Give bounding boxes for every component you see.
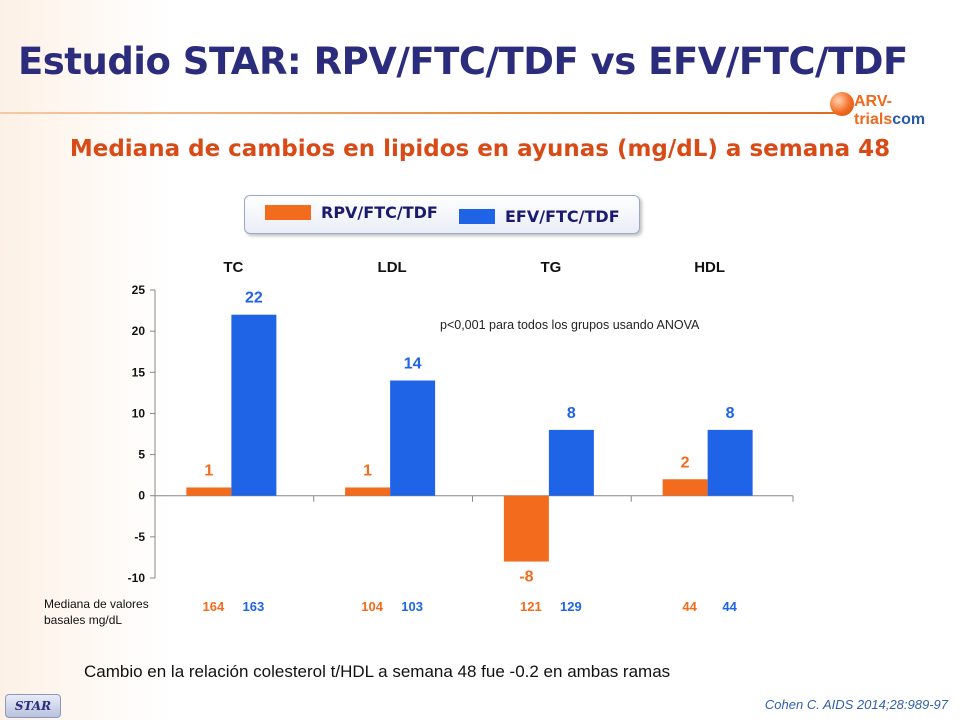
bar-efv [548, 429, 594, 496]
globe-icon [830, 92, 854, 116]
legend-item-efv: EFV/FTC/TDF [459, 207, 620, 226]
bar-efv [707, 429, 753, 496]
y-tick-label: -5 [134, 530, 145, 544]
bar-rpv [503, 495, 549, 562]
legend-swatch-rpv [265, 205, 311, 220]
bar-value-label: 14 [404, 356, 422, 373]
baseline-value-efv: 103 [401, 599, 423, 614]
arv-trials-logo: ARV-trialscom [826, 88, 952, 128]
logo-text: ARV-trialscom [854, 93, 926, 128]
star-badge[interactable]: STAR [5, 694, 61, 718]
category-label: TC [223, 259, 243, 276]
bar-value-label: 2 [681, 454, 690, 471]
y-tick-label: 10 [132, 406, 146, 420]
bar-value-label: 8 [567, 405, 576, 422]
slide-title: Estudio STAR: RPV/FTC/TDF vs EFV/FTC/TDF [18, 40, 908, 83]
chart-subtitle: Mediana de cambios en lipidos en ayunas … [69, 136, 891, 162]
y-tick-label: 5 [138, 448, 145, 462]
baseline-value-efv: 129 [560, 599, 582, 614]
category-label: TG [540, 259, 561, 276]
baseline-value-rpv: 164 [203, 599, 225, 614]
bar-value-label: 22 [245, 290, 263, 307]
y-tick-label: -10 [128, 571, 146, 585]
bar-value-label: 1 [363, 462, 372, 479]
baseline-value-efv: 44 [722, 599, 737, 614]
title-divider [0, 112, 835, 114]
y-tick-label: 15 [132, 365, 146, 379]
bar-rpv [186, 487, 232, 496]
chart-legend: RPV/FTC/TDF EFV/FTC/TDF [244, 195, 640, 234]
footnote: Cambio en la relación colesterol t/HDL a… [84, 662, 671, 681]
citation: Cohen C. AIDS 2014;28:989-97 [764, 697, 948, 712]
legend-item-rpv: RPV/FTC/TDF [265, 203, 438, 222]
category-label: HDL [694, 259, 725, 276]
baseline-value-rpv: 44 [682, 599, 697, 614]
bar-efv [390, 380, 436, 496]
baseline-caption: Mediana de valores basales mg/dL [44, 597, 149, 627]
legend-swatch-efv [459, 209, 495, 224]
bar-value-label: -8 [519, 569, 533, 586]
bar-value-label: 8 [726, 405, 735, 422]
bar-rpv [345, 487, 391, 496]
baseline-value-rpv: 121 [520, 599, 542, 614]
y-tick-label: 20 [132, 324, 146, 338]
bar-value-label: 1 [204, 462, 213, 479]
y-tick-label: 25 [132, 283, 146, 297]
baseline-value-efv: 163 [243, 599, 265, 614]
baseline-value-rpv: 104 [361, 599, 383, 614]
bar-efv [231, 314, 277, 496]
category-label: LDL [378, 259, 407, 276]
p-value-annotation: p<0,001 para todos los grupos usando ANO… [440, 318, 700, 332]
y-tick-label: 0 [138, 489, 145, 503]
bar-rpv [662, 479, 708, 496]
